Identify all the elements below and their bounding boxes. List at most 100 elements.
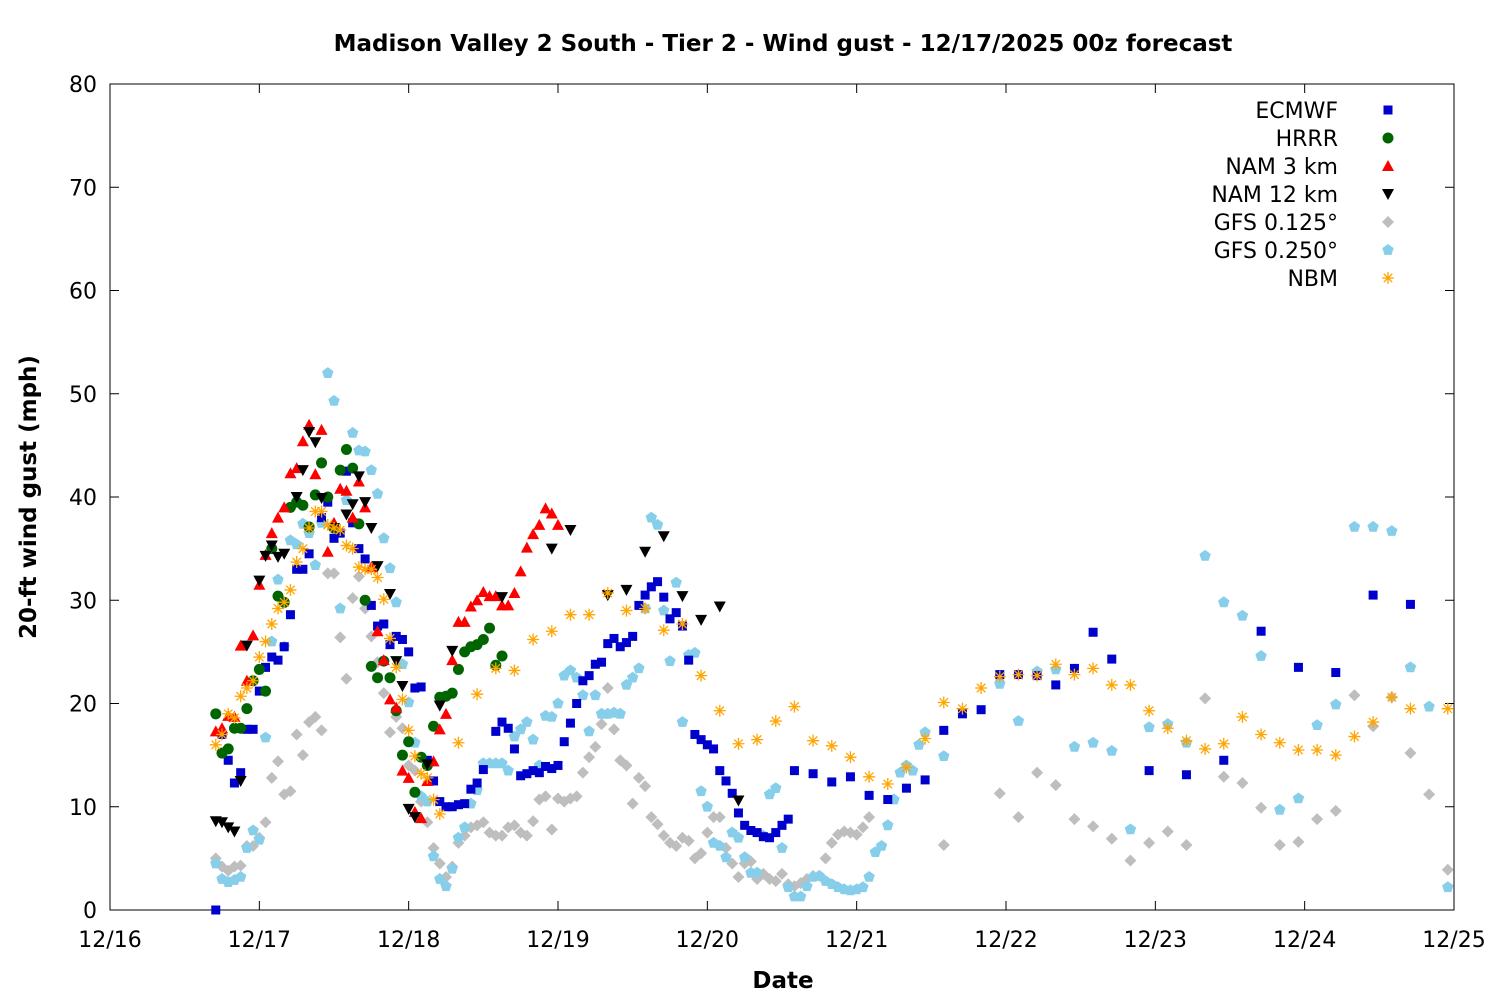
series-nam-12-km [209,426,745,838]
data-point-nbm [408,750,421,763]
data-point-ecmwf [385,640,395,650]
data-point-nam-12-km [228,826,241,838]
data-point-nam-3-km [402,771,415,783]
data-point-hrrr [210,708,222,720]
data-point-ecmwf [503,723,513,733]
data-point-ecmwf [653,577,663,587]
data-point-nbm [240,682,253,695]
data-point-gfs-0-250 [938,750,950,761]
data-point-gfs-0-250 [1143,721,1155,733]
data-point-nam-3-km [514,565,527,577]
data-point-gfs-0-250 [371,487,384,499]
data-point-nbm [1385,691,1398,704]
x-tick-label: 12/21 [825,928,888,953]
data-point-gfs-0-125 [272,755,284,768]
data-point-ecmwf [1256,626,1266,636]
data-point-gfs-0-125 [352,570,365,583]
data-point-ecmwf [379,619,389,629]
data-point-gfs-0-250 [378,532,390,544]
data-point-nbm [1217,737,1230,750]
x-tick-label: 12/17 [228,928,291,953]
legend-label-ecmwf: ECMWF [1255,99,1338,124]
data-point-nbm [769,715,782,728]
data-point-ecmwf [248,724,258,734]
data-point-gfs-0-250 [1348,520,1361,532]
data-point-gfs-0-125 [1105,832,1118,845]
data-point-nbm [303,521,316,534]
data-point-nam-12-km [402,803,415,815]
data-point-gfs-0-250 [795,890,807,902]
data-point-nbm [1329,749,1342,762]
data-point-gfs-0-125 [576,766,589,779]
data-point-gfs-0-250 [1423,700,1435,712]
data-point-ecmwf [509,744,519,754]
data-point-nbm [601,587,614,600]
x-tick-label: 12/19 [526,928,589,953]
data-point-ecmwf [516,771,526,781]
data-point-nam-3-km [527,528,540,540]
data-point-gfs-0-125 [1068,813,1081,826]
legend-label-gfs-0-250: GFS 0.250° [1214,239,1338,264]
data-point-gfs-0-125 [1087,820,1100,833]
data-point-nam-12-km [240,640,253,652]
data-point-nbm [975,682,988,695]
data-point-gfs-0-250 [1124,823,1137,835]
data-point-gfs-0-250 [247,824,259,836]
x-tick-label: 12/16 [78,928,141,953]
data-point-gfs-0-125 [1292,835,1305,848]
data-point-gfs-0-250 [384,562,396,574]
data-point-nbm [216,728,228,741]
data-point-gfs-0-125 [620,759,633,772]
data-point-gfs-0-250 [633,662,645,674]
data-point-ecmwf [472,778,482,788]
data-point-gfs-0-125 [527,815,540,828]
data-point-nam-12-km [396,680,409,692]
x-tick-label: 12/18 [377,928,440,953]
data-point-gfs-0-125 [309,710,322,723]
data-point-nam-3-km [234,639,247,651]
y-tick-label: 80 [69,73,97,98]
data-point-nbm [396,693,409,706]
data-point-ecmwf [864,790,874,800]
x-axis-label: Date [752,968,813,994]
data-point-gfs-0-250 [1199,549,1211,561]
data-point-gfs-0-250 [502,764,514,776]
data-point-ecmwf [765,833,775,843]
data-point-gfs-0-250 [564,664,577,676]
data-point-nbm [639,602,652,615]
data-point-gfs-0-250 [328,395,340,406]
data-point-gfs-0-250 [1068,740,1081,752]
data-point-nbm [1236,710,1249,723]
data-point-nbm [527,633,540,646]
data-point-nam-12-km [259,550,272,562]
data-point-nbm [1031,669,1044,682]
data-point-gfs-0-125 [334,631,347,644]
data-point-nbm [695,669,708,682]
data-point-gfs-0-250 [670,576,682,588]
data-point-gfs-0-250 [446,862,458,874]
legend-label-nbm: NBM [1287,267,1338,292]
data-point-nam-3-km [533,518,546,530]
data-point-nam-12-km [433,700,446,712]
data-point-nam-12-km [352,471,365,483]
data-point-nbm [402,724,415,737]
legend-marker-hrrr [1382,132,1394,144]
data-point-nam-12-km [346,499,359,511]
data-point-nbm [359,563,372,576]
data-point-ecmwf [883,795,893,805]
data-point-gfs-0-125 [427,842,440,855]
data-point-gfs-0-250 [1442,881,1454,893]
data-point-nbm [1441,702,1454,715]
data-point-gfs-0-125 [651,818,664,831]
data-point-gfs-0-250 [1255,650,1267,661]
data-point-hrrr [241,703,253,715]
y-tick-label: 0 [83,899,97,924]
data-point-gfs-0-250 [527,733,539,745]
data-point-gfs-0-125 [234,859,247,872]
data-point-hrrr [484,622,496,634]
data-point-nbm [825,739,838,752]
data-point-ecmwf [976,705,986,715]
data-point-nbm [247,674,260,687]
data-point-nbm [564,608,577,621]
